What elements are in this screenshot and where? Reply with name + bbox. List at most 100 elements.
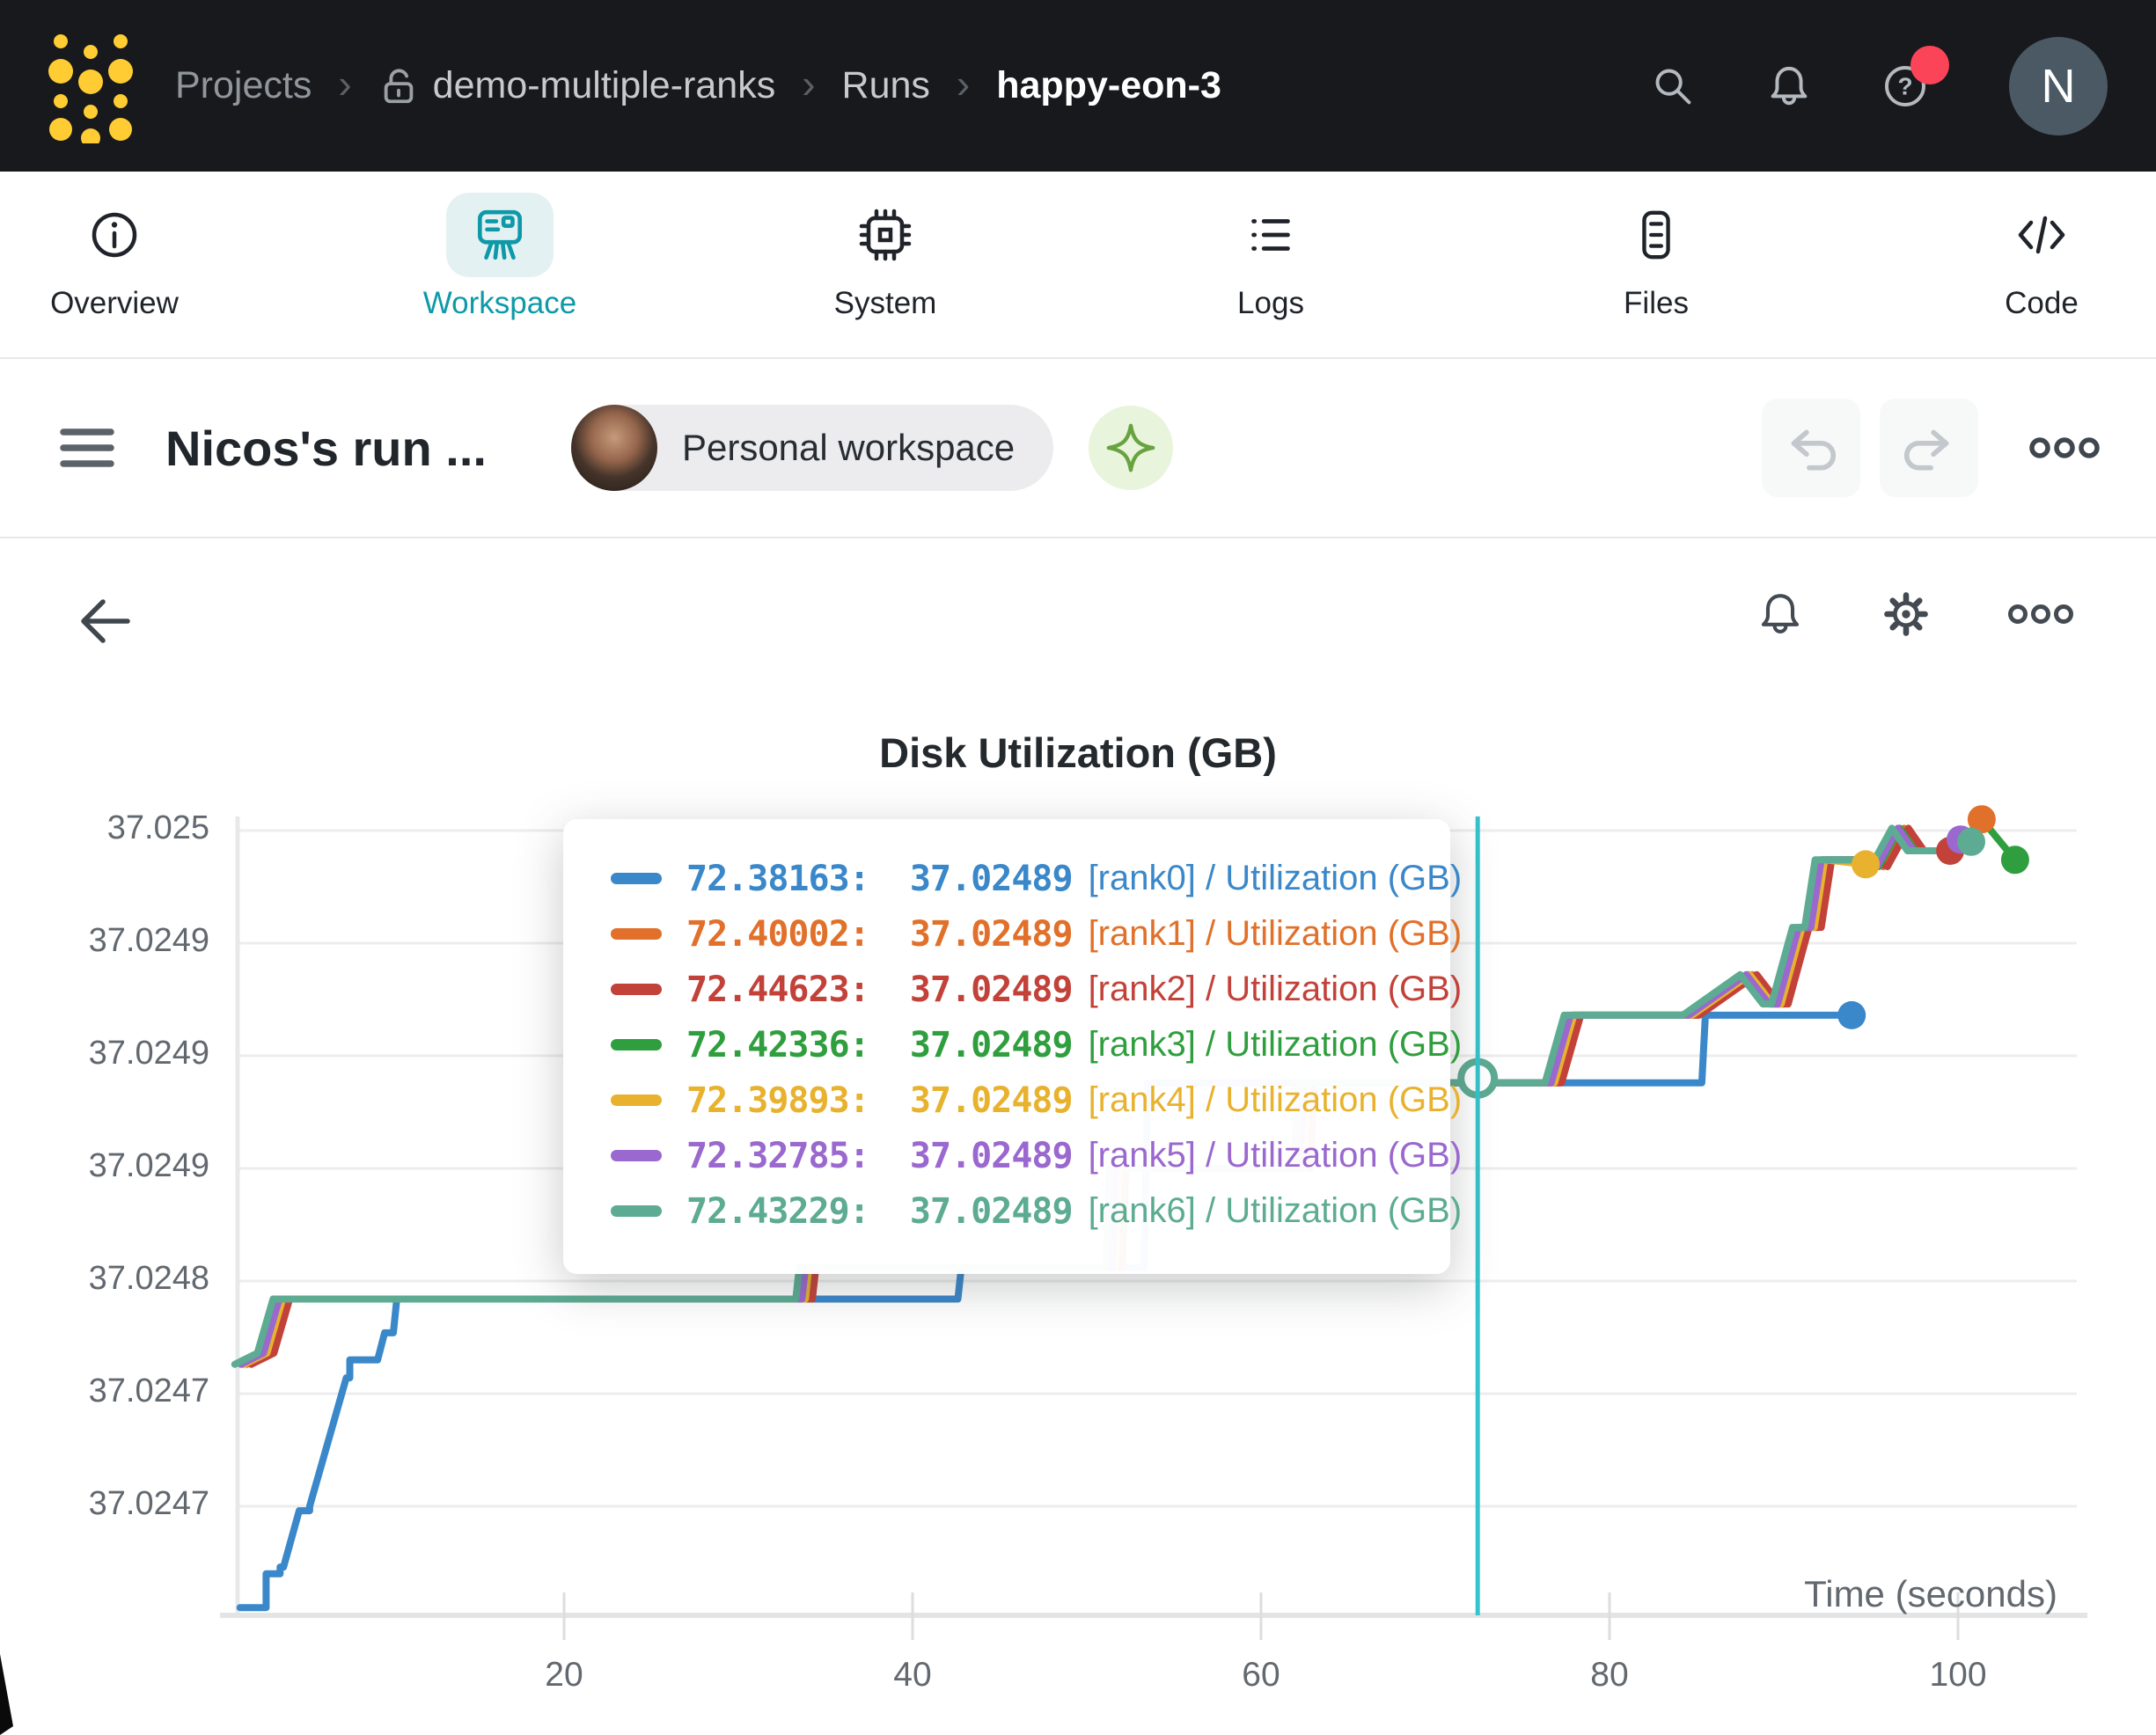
series-swatch-icon bbox=[611, 1039, 662, 1051]
lock-open-icon bbox=[384, 68, 413, 103]
redo-button[interactable] bbox=[1880, 399, 1978, 497]
y-tick-label: 37.0247 bbox=[88, 1373, 209, 1409]
tab-system[interactable]: System bbox=[806, 193, 964, 321]
bell-icon bbox=[1761, 594, 1800, 633]
workspace-owner-avatar bbox=[570, 405, 657, 491]
workspace-icon bbox=[446, 193, 554, 277]
tab-label: Code bbox=[2005, 286, 2079, 320]
chevron-right-icon: › bbox=[802, 60, 816, 106]
ellipsis-icon bbox=[2008, 604, 2073, 624]
workspace-menu-button[interactable] bbox=[2028, 436, 2101, 460]
x-tick-label: 40 bbox=[893, 1656, 932, 1694]
tooltip-series-label: [rank4] / Utilization (GB) bbox=[1088, 1080, 1463, 1119]
series-swatch-icon bbox=[611, 928, 662, 940]
tooltip-values: 72.38163: 37.02489 bbox=[686, 858, 1074, 899]
y-tick-label: 37.0249 bbox=[88, 1147, 209, 1184]
tooltip-series-label: [rank6] / Utilization (GB) bbox=[1088, 1191, 1463, 1230]
tab-logs[interactable]: Logs bbox=[1192, 193, 1350, 321]
tab-files[interactable]: Files bbox=[1577, 193, 1735, 321]
back-button[interactable] bbox=[75, 591, 135, 655]
tooltip-row: 72.38163: 37.02489 [rank0] / Utilization … bbox=[563, 851, 1462, 906]
tooltip-values: 72.32785: 37.02489 bbox=[686, 1135, 1074, 1176]
tooltip-series-label: [rank3] / Utilization (GB) bbox=[1088, 1025, 1463, 1064]
ai-assist-button[interactable] bbox=[1089, 406, 1174, 490]
series-swatch-icon bbox=[611, 1094, 662, 1106]
tooltip-series-label: [rank0] / Utilization (GB) bbox=[1088, 859, 1463, 897]
chevron-right-icon: › bbox=[338, 60, 352, 106]
chevron-right-icon: › bbox=[956, 60, 971, 106]
search-button[interactable] bbox=[1648, 62, 1698, 111]
tooltip-series-label: [rank1] / Utilization (GB) bbox=[1088, 914, 1463, 953]
workspace-selector-label: Personal workspace bbox=[681, 427, 1016, 468]
menu-icon[interactable] bbox=[55, 421, 120, 474]
tooltip-values: 72.44623: 37.02489 bbox=[686, 969, 1074, 1010]
chart-tooltip: 72.38163: 37.02489 [rank0] / Utilization … bbox=[563, 819, 1462, 1274]
notifications-button[interactable] bbox=[1764, 62, 1814, 111]
tab-label: Files bbox=[1624, 286, 1689, 320]
wandb-logo-icon[interactable] bbox=[48, 29, 133, 143]
x-tick-label: 100 bbox=[1929, 1656, 1987, 1694]
sparkle-icon bbox=[1106, 423, 1155, 472]
series-end-dot-rank6 bbox=[1957, 827, 1985, 856]
files-icon bbox=[1602, 193, 1710, 277]
series-swatch-icon bbox=[611, 1150, 662, 1161]
x-tick-label: 80 bbox=[1590, 1656, 1629, 1694]
tab-code[interactable]: Code bbox=[1962, 193, 2121, 321]
code-icon bbox=[1988, 193, 2095, 277]
breadcrumb: Projects › demo-multiple-ranks › Runs › … bbox=[175, 60, 1221, 110]
redo-icon bbox=[1903, 429, 1949, 471]
x-tick-label: 20 bbox=[545, 1656, 583, 1694]
tooltip-values: 72.39893: 37.02489 bbox=[686, 1080, 1074, 1121]
tooltip-values: 72.42336: 37.02489 bbox=[686, 1024, 1074, 1065]
breadcrumb-runs[interactable]: Runs bbox=[841, 64, 930, 106]
x-tick-label: 60 bbox=[1242, 1656, 1280, 1694]
workspace-selector[interactable]: Personal workspace bbox=[570, 405, 1054, 491]
series-end-dot-rank0 bbox=[1837, 1000, 1866, 1029]
breadcrumb-projects[interactable]: Projects bbox=[175, 64, 312, 106]
tab-workspace[interactable]: Workspace bbox=[421, 193, 579, 321]
workspace-title[interactable]: Nicos's run ... bbox=[165, 420, 487, 476]
undo-button[interactable] bbox=[1762, 399, 1860, 497]
x-axis-title: Time (seconds) bbox=[1804, 1573, 2057, 1614]
series-end-dot-rank1 bbox=[1967, 805, 1996, 834]
series-swatch-icon bbox=[611, 984, 662, 995]
cpu-icon bbox=[832, 193, 939, 277]
cursor-artifact bbox=[0, 1654, 13, 1735]
tooltip-values: 72.43229: 37.02489 bbox=[686, 1190, 1074, 1232]
tooltip-series-label: [rank5] / Utilization (GB) bbox=[1088, 1136, 1463, 1175]
bell-icon bbox=[1771, 66, 1808, 105]
top-navbar: Projects › demo-multiple-ranks › Runs › … bbox=[0, 0, 2156, 172]
info-icon bbox=[61, 193, 168, 277]
help-button[interactable]: ? bbox=[1881, 45, 1949, 111]
series-end-dot-rank3 bbox=[2000, 846, 2029, 875]
question-icon: ? bbox=[1885, 65, 1925, 106]
user-avatar[interactable]: N bbox=[2009, 36, 2108, 135]
run-tabs: Overview Workspace System Logs Files Code bbox=[0, 172, 2156, 359]
panel-menu-button[interactable] bbox=[2006, 603, 2075, 630]
chart-title: Disk Utilization (GB) bbox=[879, 729, 1277, 776]
breadcrumb-run-name[interactable]: happy-eon-3 bbox=[996, 64, 1221, 106]
arrow-left-icon bbox=[81, 599, 130, 643]
y-tick-label: 37.0249 bbox=[88, 922, 209, 959]
tab-overview[interactable]: Overview bbox=[35, 193, 194, 321]
y-tick-label: 37.0249 bbox=[88, 1035, 209, 1072]
y-tick-label: 37.0248 bbox=[88, 1260, 209, 1297]
tab-label: Overview bbox=[50, 286, 179, 320]
undo-icon bbox=[1791, 429, 1837, 471]
y-tick-label: 37.0247 bbox=[88, 1485, 209, 1522]
series-end-dot-rank4 bbox=[1852, 850, 1881, 879]
logs-icon bbox=[1217, 193, 1324, 277]
series-swatch-icon bbox=[611, 1205, 662, 1217]
breadcrumb-project[interactable]: demo-multiple-ranks bbox=[432, 64, 776, 106]
series-swatch-icon bbox=[611, 873, 662, 884]
panel-alerts-button[interactable] bbox=[1755, 589, 1806, 644]
panel-settings-button[interactable] bbox=[1880, 588, 1932, 645]
tooltip-row: 72.39893: 37.02489 [rank4] / Utilization … bbox=[563, 1072, 1462, 1128]
ellipsis-icon bbox=[2029, 437, 2100, 458]
run-header: Nicos's run ... Personal workspace bbox=[0, 359, 2156, 538]
tab-label: Logs bbox=[1237, 286, 1304, 320]
search-icon bbox=[1655, 69, 1691, 104]
tooltip-row: 72.40002: 37.02489 [rank1] / Utilization … bbox=[563, 906, 1462, 962]
gear-icon bbox=[1884, 592, 1928, 636]
